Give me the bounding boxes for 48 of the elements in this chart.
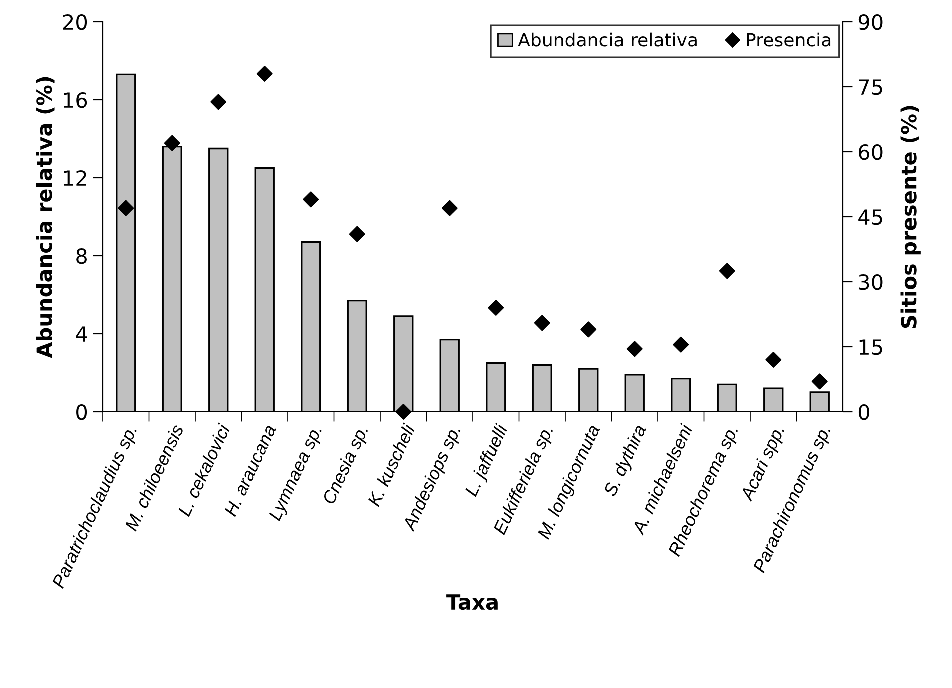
x-axis-title: Taxa [446, 594, 498, 610]
point [442, 200, 458, 216]
point [766, 352, 782, 368]
bar [764, 388, 784, 412]
bar [810, 392, 830, 412]
y2-tick-label: 90 [858, 14, 883, 30]
y2-tick-label: 30 [859, 274, 883, 290]
legend-label: Abundancia relativa [518, 32, 697, 47]
point [396, 404, 412, 420]
bar [254, 167, 275, 412]
point [534, 315, 550, 332]
point [256, 66, 273, 82]
point [580, 322, 597, 338]
bar [440, 339, 460, 412]
bar [486, 362, 506, 412]
y2-tick-label: 60 [859, 144, 883, 160]
bar [116, 74, 136, 412]
point [164, 135, 180, 152]
point [812, 374, 828, 390]
point [210, 94, 227, 110]
point [303, 192, 320, 208]
bar [347, 300, 368, 412]
y2-tick-label: 15 [860, 340, 882, 356]
bar [624, 374, 645, 412]
legend-label: Presencia [747, 32, 831, 47]
point [488, 300, 504, 316]
point [349, 226, 366, 242]
point [626, 341, 643, 358]
y2-axis-title: Sitios presente (%) [900, 106, 921, 328]
point [673, 336, 690, 353]
y2-tick-label: 75 [859, 80, 882, 96]
bar [578, 368, 599, 412]
bar [717, 384, 738, 412]
y-tick-label: 4 [76, 326, 88, 342]
y-tick-label: 0 [76, 404, 88, 420]
y-tick-label: 20 [63, 14, 88, 30]
bar [301, 242, 322, 412]
y-tick-label: 8 [76, 248, 87, 264]
point [719, 263, 736, 280]
y-tick-label: 12 [64, 170, 86, 186]
bar [671, 378, 692, 412]
y-axis-title: Abundancia relativa (%) [36, 77, 55, 358]
y-tick-label: 16 [64, 92, 88, 108]
bar [208, 148, 229, 412]
point [118, 200, 134, 216]
y2-tick-label: 45 [858, 210, 882, 226]
bar [532, 364, 552, 412]
y2-tick-label: 0 [858, 404, 870, 420]
